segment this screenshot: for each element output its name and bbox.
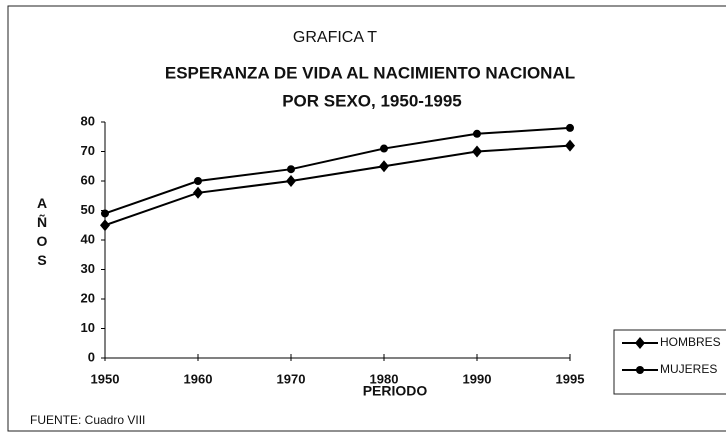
x-tick-label: 1970 bbox=[277, 371, 306, 386]
line-series bbox=[104, 144, 571, 227]
x-tick-label: 1980 bbox=[370, 371, 399, 386]
marker bbox=[380, 144, 388, 153]
y-axis-title: AÑOS bbox=[36, 195, 48, 268]
marker bbox=[286, 175, 296, 187]
y-tick-label: 0 bbox=[88, 349, 95, 364]
x-tick-label: 1960 bbox=[184, 371, 213, 386]
y-tick-label: 40 bbox=[81, 231, 95, 246]
marker bbox=[565, 139, 575, 152]
x-axis-title: PERIODO bbox=[363, 383, 428, 399]
source-note: FUENTE: Cuadro VIII bbox=[30, 413, 145, 427]
legend-box bbox=[613, 329, 726, 395]
marker bbox=[287, 165, 295, 174]
marker bbox=[379, 160, 389, 173]
y-tick-label: 60 bbox=[81, 172, 95, 187]
marker bbox=[101, 209, 109, 218]
y-tick-label: 10 bbox=[81, 320, 95, 335]
y-tick-label: 30 bbox=[81, 261, 95, 276]
x-tick-label: 1995 bbox=[556, 371, 585, 386]
marker bbox=[472, 145, 482, 158]
marker bbox=[566, 123, 574, 132]
x-tick-label: 1990 bbox=[463, 371, 492, 386]
marker bbox=[193, 186, 203, 199]
marker bbox=[636, 366, 644, 374]
line-series bbox=[104, 126, 571, 215]
frame bbox=[7, 5, 726, 432]
y-tick-label: 70 bbox=[81, 143, 95, 158]
y-tick-label: 50 bbox=[81, 202, 95, 217]
marker bbox=[635, 337, 645, 349]
marker bbox=[194, 177, 202, 185]
marker bbox=[473, 129, 481, 138]
marker bbox=[100, 219, 110, 232]
legend-label: MUJERES bbox=[660, 362, 717, 376]
x-tick-label: 1950 bbox=[91, 371, 120, 386]
chart-title: GRAFICA T bbox=[293, 29, 377, 46]
chart-subtitle: ESPERANZA DE VIDA AL NACIMIENTO NACIONAL bbox=[165, 63, 575, 82]
y-tick-label: 20 bbox=[81, 290, 95, 305]
chart-subtitle: POR SEXO, 1950-1995 bbox=[282, 91, 462, 110]
y-tick-label: 80 bbox=[81, 113, 95, 128]
legend-label: HOMBRES bbox=[660, 335, 721, 349]
